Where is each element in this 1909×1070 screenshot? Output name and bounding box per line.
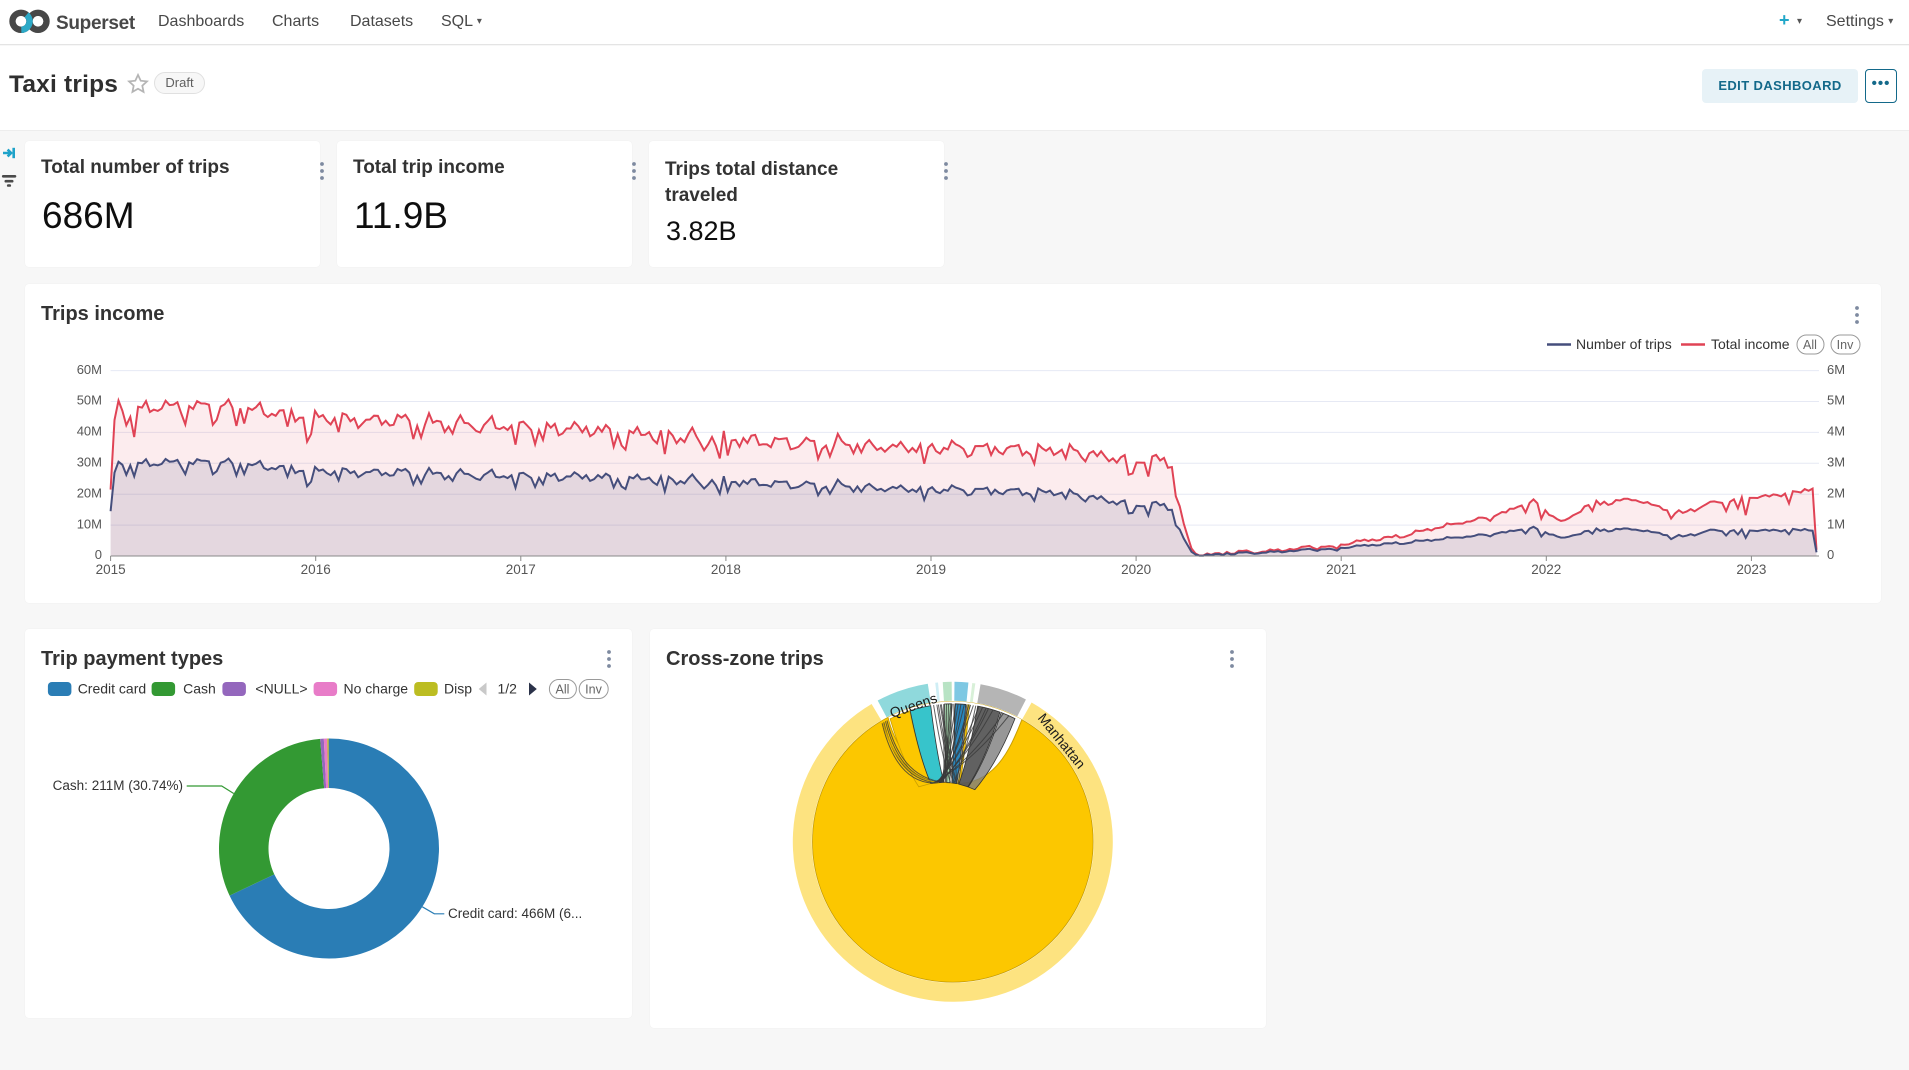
svg-text:2022: 2022 <box>1531 562 1561 577</box>
svg-text:4M: 4M <box>1827 424 1845 439</box>
svg-text:Cash: 211M (30.74%): Cash: 211M (30.74%) <box>53 778 183 793</box>
svg-text:3M: 3M <box>1827 455 1845 470</box>
svg-text:Superset: Superset <box>56 13 136 34</box>
svg-text:2M: 2M <box>1827 485 1845 500</box>
svg-text:All: All <box>1803 338 1817 352</box>
svg-text:5M: 5M <box>1827 393 1845 408</box>
svg-text:2016: 2016 <box>301 562 331 577</box>
svg-text:2019: 2019 <box>916 562 946 577</box>
svg-text:Disp: Disp <box>444 681 472 697</box>
svg-text:2018: 2018 <box>711 562 741 577</box>
svg-text:60M: 60M <box>77 362 102 377</box>
svg-text:50M: 50M <box>77 393 102 408</box>
svg-text:2021: 2021 <box>1326 562 1356 577</box>
svg-text:40M: 40M <box>77 424 102 439</box>
svg-text:30M: 30M <box>77 455 102 470</box>
svg-text:2020: 2020 <box>1121 562 1151 577</box>
svg-text:1/2: 1/2 <box>498 681 518 697</box>
svg-text:No charge: No charge <box>344 681 409 697</box>
svg-text:20M: 20M <box>77 485 102 500</box>
svg-text:2023: 2023 <box>1736 562 1766 577</box>
svg-text:2017: 2017 <box>506 562 536 577</box>
svg-text:Credit card: Credit card <box>78 681 146 697</box>
svg-text:Credit card: 466M (6...: Credit card: 466M (6... <box>448 906 582 921</box>
svg-text:Number of trips: Number of trips <box>1576 336 1672 352</box>
svg-text:6M: 6M <box>1827 362 1845 377</box>
svg-text:<NULL>: <NULL> <box>255 681 307 697</box>
svg-text:Inv: Inv <box>585 683 602 697</box>
svg-text:10M: 10M <box>77 516 102 531</box>
svg-text:0: 0 <box>95 547 102 562</box>
svg-text:Total income: Total income <box>1711 336 1790 352</box>
svg-text:All: All <box>556 683 570 697</box>
svg-text:0: 0 <box>1827 547 1834 562</box>
svg-text:Cash: Cash <box>183 681 216 697</box>
svg-text:Inv: Inv <box>1837 338 1854 352</box>
svg-text:2015: 2015 <box>96 562 126 577</box>
svg-text:1M: 1M <box>1827 516 1845 531</box>
